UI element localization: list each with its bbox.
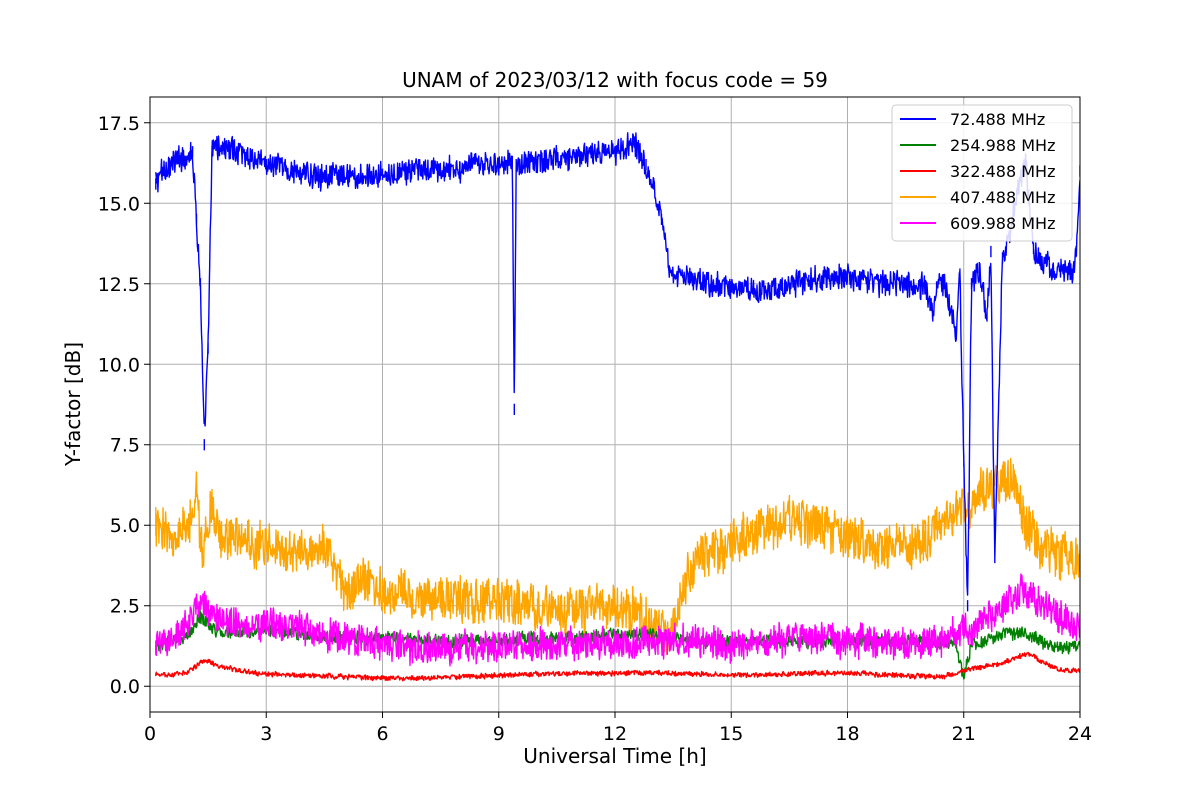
y-tick-label: 2.5	[110, 596, 140, 618]
series-line	[155, 457, 1080, 656]
legend-label: 72.488 MHz	[950, 110, 1045, 129]
x-tick-label: 3	[260, 723, 272, 745]
chart-title: UNAM of 2023/03/12 with focus code = 59	[402, 68, 828, 92]
y-tick-label: 0.0	[110, 676, 140, 698]
y-tick-label: 7.5	[110, 435, 140, 457]
x-tick-label: 0	[144, 723, 156, 745]
series-line	[155, 573, 1080, 667]
x-tick-label: 18	[835, 723, 859, 745]
x-tick-label: 12	[603, 723, 627, 745]
y-axis-label: Y-factor [dB]	[61, 342, 85, 467]
x-tick-label: 6	[376, 723, 388, 745]
x-tick-label: 21	[952, 723, 976, 745]
y-tick-label: 17.5	[98, 113, 140, 135]
series-group	[155, 132, 1080, 682]
x-axis-label: Universal Time [h]	[523, 744, 706, 768]
x-tick-label: 24	[1068, 723, 1092, 745]
y-tick-label: 5.0	[110, 515, 140, 537]
legend-label: 254.988 MHz	[950, 136, 1055, 155]
series-line	[155, 651, 1080, 682]
legend-label: 407.488 MHz	[950, 188, 1055, 207]
legend-label: 609.988 MHz	[950, 214, 1055, 233]
legend: 72.488 MHz 254.988 MHz 322.488 MHz 407.488 …	[891, 104, 1073, 242]
x-tick-label: 9	[493, 723, 505, 745]
x-tick-label: 15	[719, 723, 743, 745]
y-tick-label: 15.0	[98, 193, 140, 215]
legend-label: 322.488 MHz	[950, 162, 1055, 181]
ticks: 0 3 6 9 12 15 18 21 24 0.0 2.5 5.0 7.5 10.0 12.5 15.0 17…	[98, 113, 1092, 745]
y-tick-label: 10.0	[98, 354, 140, 376]
legend-box	[891, 104, 1073, 242]
y-tick-label: 12.5	[98, 274, 140, 296]
